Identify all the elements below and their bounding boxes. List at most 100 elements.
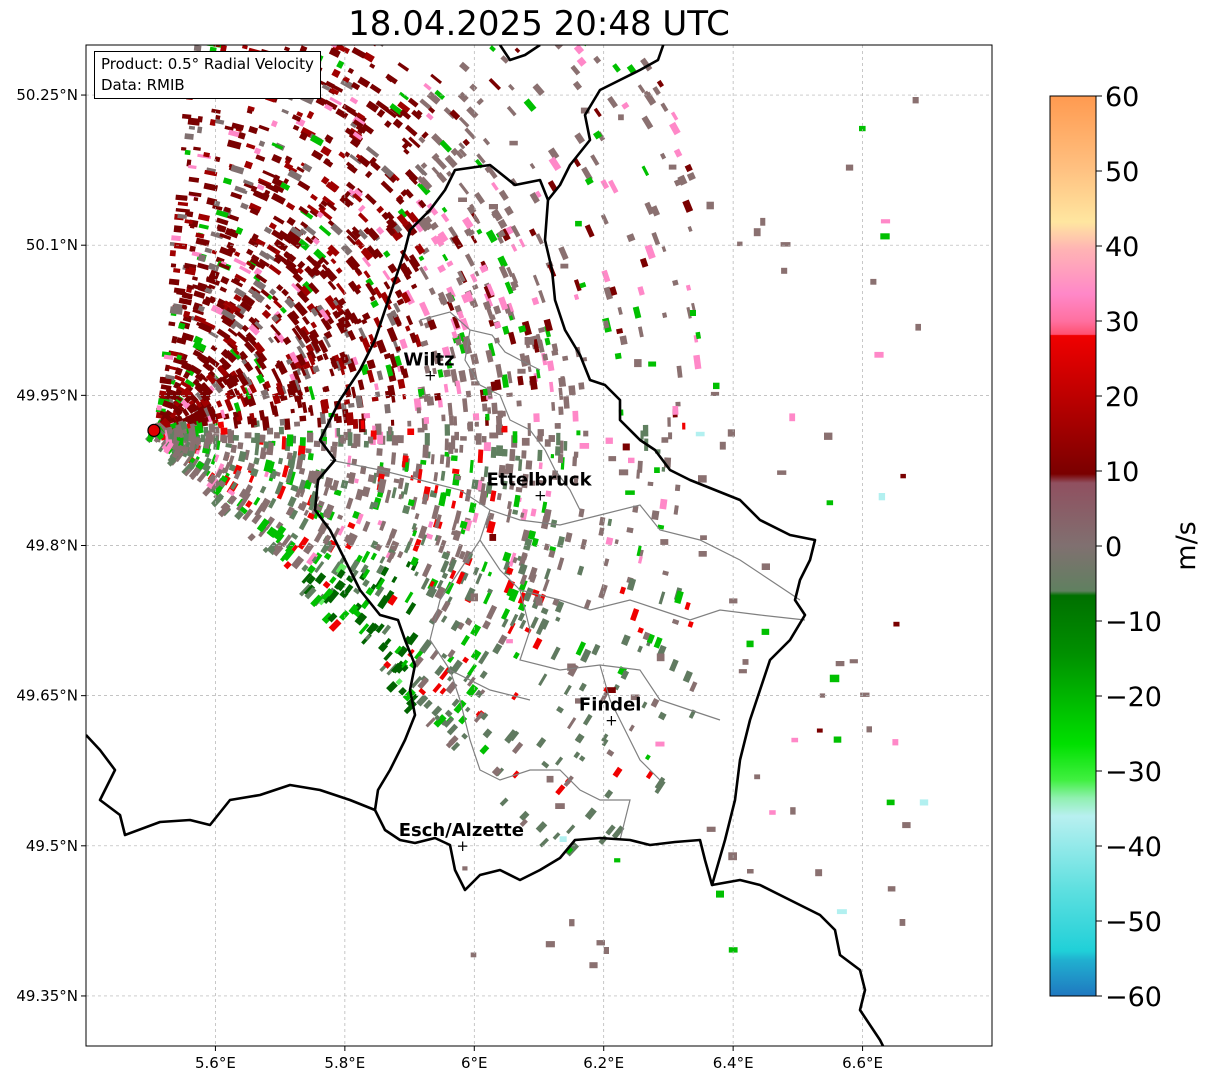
radar-echo-pixel: [174, 367, 183, 376]
radar-echo-pixel: [438, 492, 447, 507]
radar-echo-pixel: [358, 335, 365, 343]
radar-echo-pixel: [318, 203, 325, 210]
radar-echo-pixel: [449, 415, 455, 426]
radar-echo-pixel: [388, 426, 392, 435]
radar-echo-pixel: [492, 643, 503, 655]
radar-echo-pixel: [404, 266, 413, 276]
radar-echo-pixel: [231, 319, 244, 331]
radar-echo-pixel: [347, 329, 356, 341]
radar-echo-pixel: [336, 320, 348, 334]
radar-echo-pixel: [204, 296, 215, 304]
radar-echo-pixel: [497, 229, 506, 239]
radar-echo-pixel: [322, 534, 332, 545]
radar-echo-pixel: [197, 116, 203, 123]
radar-echo-pixel: [335, 304, 343, 313]
radar-echo-pixel: [426, 91, 441, 105]
radar-echo-pixel: [418, 255, 425, 262]
radar-echo-pixel: [399, 109, 412, 120]
city-marker: +: [534, 486, 547, 504]
radar-echo-pixel: [573, 279, 582, 292]
colorbar-tick-label: −30: [1105, 757, 1162, 788]
radar-echo-pixel: [361, 486, 371, 498]
radar-echo-pixel: [636, 545, 642, 557]
radar-echo-pixel: [833, 736, 842, 743]
radar-echo-pixel: [584, 224, 595, 238]
radar-echo-pixel: [242, 508, 254, 521]
radar-echo-pixel: [471, 381, 480, 386]
radar-echo-pixel: [483, 292, 494, 308]
radar-echo-pixel: [330, 258, 337, 265]
radar-echo-pixel: [195, 237, 210, 247]
radar-echo-pixel: [482, 620, 491, 630]
radar-echo-pixel: [467, 421, 474, 432]
radar-echo-pixel: [346, 163, 358, 174]
radar-echo-pixel: [390, 452, 397, 465]
radar-echo-pixel: [447, 676, 453, 682]
radar-echo-pixel: [462, 656, 469, 664]
radar-echo-pixel: [516, 400, 522, 407]
radar-echo-pixel: [276, 284, 284, 292]
radar-echo-pixel: [520, 508, 528, 522]
radar-echo-pixel: [186, 461, 196, 471]
radar-echo-pixel: [397, 477, 405, 490]
radar-echo-pixel: [485, 349, 494, 363]
radar-echo-pixel: [874, 351, 884, 358]
radar-echo-pixel: [887, 886, 896, 892]
radar-echo-pixel: [564, 532, 573, 543]
radar-echo-pixel: [184, 219, 193, 225]
radar-echo-pixel: [177, 201, 189, 207]
radar-echo-pixel: [496, 415, 503, 428]
radar-echo-pixel: [310, 594, 323, 608]
radar-echo-pixel: [589, 962, 598, 969]
radar-echo-pixel: [324, 134, 334, 143]
radar-echo-pixel: [677, 174, 688, 186]
radar-echo-pixel: [273, 299, 283, 309]
radar-echo-pixel: [186, 284, 195, 290]
radar-echo-pixel: [390, 662, 401, 674]
radar-echo-pixel: [546, 360, 555, 372]
radar-echo-pixel: [227, 488, 236, 497]
radar-echo-pixel: [271, 314, 280, 323]
radar-echo-pixel: [880, 233, 890, 240]
radar-echo-pixel: [368, 361, 376, 370]
radar-echo-pixel: [449, 346, 456, 359]
radar-echo-pixel: [789, 413, 796, 422]
radar-echo-pixel: [173, 242, 188, 250]
radar-echo-pixel: [214, 156, 221, 163]
radar-echo-pixel: [171, 235, 181, 242]
radar-echo-pixel: [213, 426, 220, 434]
radar-echo-pixel: [507, 371, 513, 384]
radar-echo-pixel: [258, 250, 271, 261]
radar-echo-pixel: [470, 649, 482, 661]
radar-echo-pixel: [220, 427, 228, 435]
radar-echo-pixel: [271, 177, 284, 188]
radar-echo-pixel: [169, 431, 175, 440]
radar-echo-pixel: [181, 361, 192, 369]
radar-echo-pixel: [212, 495, 224, 508]
radar-echo-pixel: [493, 305, 502, 315]
radar-echo-pixel: [379, 520, 387, 531]
radar-echo-pixel: [728, 947, 738, 953]
radar-echo-pixel: [545, 490, 552, 497]
radar-echo-pixel: [384, 120, 392, 128]
radar-echo-pixel: [446, 286, 456, 299]
radar-echo-pixel: [207, 473, 218, 485]
radar-echo-pixel: [419, 98, 432, 110]
radar-echo-pixel: [446, 170, 453, 177]
radar-echo-pixel: [457, 310, 465, 320]
radar-echo-pixel: [428, 106, 436, 114]
radar-echo-pixel: [535, 233, 544, 245]
radar-echo-pixel: [359, 465, 367, 475]
radar-echo-pixel: [169, 411, 177, 419]
radar-echo-pixel: [684, 601, 691, 611]
radar-echo-pixel: [305, 343, 315, 353]
radar-echo-pixel: [450, 619, 461, 632]
radar-echo-pixel: [228, 463, 237, 472]
radar-echo-pixel: [669, 658, 679, 672]
radar-echo-pixel: [563, 684, 572, 696]
radar-echo-pixel: [238, 265, 252, 275]
radar-echo-pixel: [361, 550, 371, 564]
radar-echo-pixel: [495, 445, 504, 457]
radar-echo-pixel: [311, 339, 322, 353]
y-tick-label: 49.8°N: [26, 537, 78, 555]
